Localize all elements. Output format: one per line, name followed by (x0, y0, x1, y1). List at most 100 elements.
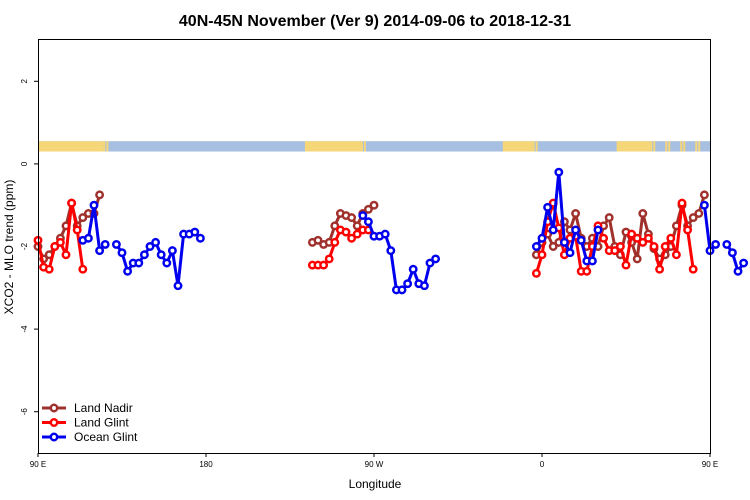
x-tick-label: 0 (540, 460, 545, 469)
data-point (347, 233, 357, 243)
data-point (638, 209, 648, 218)
strip-land (103, 141, 106, 152)
y-tick-label: 0 (20, 161, 29, 166)
strip-land (535, 141, 538, 152)
x-axis: 90 E 180 90 W 0 90 E (30, 453, 718, 469)
data-point (649, 242, 659, 251)
data-point (341, 227, 351, 237)
data-point (571, 209, 581, 218)
data-point (397, 285, 407, 295)
legend-item: Land Glint (42, 416, 129, 430)
data-point (599, 233, 609, 243)
data-point (582, 266, 592, 276)
data-point (419, 281, 429, 291)
data-point (173, 281, 183, 291)
data-point (67, 198, 77, 208)
data-point (632, 233, 642, 243)
strip-land (668, 141, 671, 152)
data-point (55, 237, 65, 247)
data-point (380, 229, 390, 239)
strip-land (680, 141, 683, 152)
data-point (352, 221, 362, 231)
data-point (386, 246, 396, 256)
legend-marker (49, 432, 59, 442)
strip-land (363, 141, 366, 152)
data-point (145, 242, 155, 251)
data-point (61, 250, 71, 260)
strip-land (106, 141, 109, 152)
data-point (739, 258, 749, 268)
data-point (156, 250, 166, 260)
x-tick-label: 90 E (702, 460, 718, 469)
legend-item: Ocean Glint (42, 430, 138, 444)
data-point (408, 264, 418, 274)
data-point (167, 246, 177, 256)
data-point (727, 248, 737, 258)
data-point (319, 260, 329, 270)
data-point (537, 233, 547, 243)
data-point (44, 264, 54, 274)
data-point (604, 213, 614, 223)
data-point (548, 225, 558, 235)
data-point (543, 202, 553, 212)
data-point (358, 211, 368, 220)
data-point (660, 242, 670, 251)
data-point (683, 225, 693, 235)
data-point (627, 229, 637, 239)
data-point (671, 250, 681, 260)
legend-label: Ocean Glint (74, 430, 138, 444)
series-line (725, 243, 745, 273)
plot-series (33, 167, 749, 295)
series-ocean-glint (78, 167, 749, 295)
data-point (363, 217, 373, 227)
data-point (195, 233, 205, 243)
data-point (431, 254, 441, 264)
data-point (548, 242, 558, 251)
data-point (425, 258, 435, 268)
y-tick-label: -6 (20, 408, 29, 416)
strip-land (665, 141, 668, 152)
data-point (72, 225, 82, 235)
data-point (621, 260, 631, 270)
legend-label: Land Nadir (74, 401, 133, 415)
strip-land (695, 141, 698, 152)
data-point (50, 242, 60, 251)
data-point (610, 246, 620, 256)
data-point (666, 233, 676, 243)
data-point (78, 213, 88, 223)
data-point (559, 237, 569, 247)
data-point (347, 213, 357, 223)
data-point (123, 266, 133, 276)
data-point (587, 256, 597, 266)
data-point (688, 264, 698, 274)
data-point (554, 167, 564, 177)
data-point (151, 237, 161, 247)
data-point (655, 264, 665, 274)
data-point (571, 225, 581, 235)
plot-frame (38, 39, 711, 454)
strip-land (38, 141, 104, 152)
y-axis-label: XCO2 - MLO trend (ppm) (2, 180, 16, 315)
data-point (711, 239, 721, 249)
strip-land (683, 141, 686, 152)
strip-land (653, 141, 656, 152)
x-tick-label: 90 W (365, 460, 384, 469)
strip-land (502, 141, 533, 152)
data-point (403, 279, 413, 289)
legend-label: Land Glint (74, 416, 129, 430)
strip-land (532, 141, 535, 152)
data-point (369, 200, 379, 210)
data-point (134, 258, 144, 268)
x-tick-label: 180 (199, 460, 213, 469)
data-point (83, 233, 93, 243)
y-tick-label: -4 (20, 325, 29, 333)
surface-type-strip (38, 141, 710, 152)
data-point (190, 227, 200, 237)
strip-land (698, 141, 701, 152)
data-point (699, 200, 709, 210)
data-point (78, 264, 88, 274)
data-point (638, 237, 648, 247)
data-point (722, 239, 732, 249)
